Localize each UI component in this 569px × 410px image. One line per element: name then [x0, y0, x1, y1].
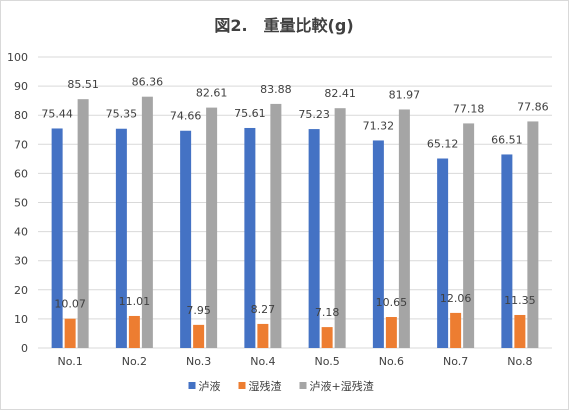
data-label: 10.07 — [54, 298, 86, 311]
bar — [450, 312, 462, 348]
bar — [334, 108, 346, 349]
bar — [398, 109, 410, 348]
data-label: 85.51 — [67, 78, 99, 91]
data-label: 74.66 — [170, 110, 202, 123]
data-label: 86.36 — [132, 76, 164, 89]
y-tick-label: 0 — [21, 342, 28, 355]
bar — [257, 323, 269, 348]
data-label: 77.18 — [453, 102, 485, 115]
y-tick-label: 60 — [14, 167, 28, 180]
y-tick-label: 70 — [14, 138, 28, 151]
bar — [206, 107, 218, 349]
data-label: 83.88 — [260, 83, 292, 96]
x-tick-label: No.4 — [250, 355, 275, 368]
bar — [77, 99, 89, 349]
y-tick-label: 10 — [14, 313, 28, 326]
bar — [64, 318, 76, 348]
data-label: 82.41 — [324, 87, 356, 100]
x-tick-label: No.6 — [379, 355, 404, 368]
data-label: 65.12 — [427, 138, 459, 151]
bar — [437, 158, 449, 348]
data-label: 75.61 — [234, 107, 266, 120]
data-label: 7.18 — [315, 306, 340, 319]
legend-label: 泸液 — [199, 379, 221, 393]
data-label: 75.35 — [106, 108, 138, 121]
data-label: 75.23 — [298, 108, 330, 121]
bar — [514, 314, 526, 348]
x-tick-label: No.3 — [186, 355, 211, 368]
x-axis-categories: No.1 No.2 No.3 No.4 No.5 No.6 No.7 No.8 — [57, 355, 532, 368]
x-tick-label: No.2 — [122, 355, 147, 368]
data-label: 7.95 — [186, 304, 211, 317]
data-label: 77.86 — [517, 100, 549, 113]
y-axis-ticks: 0 10 20 30 40 50 60 70 80 90 100 — [7, 51, 28, 355]
data-label: 10.65 — [376, 296, 408, 309]
data-label: 66.51 — [491, 133, 523, 146]
bar — [51, 128, 63, 348]
bar — [501, 154, 513, 348]
data-label: 75.44 — [41, 107, 73, 120]
x-tick-label: No.1 — [57, 355, 82, 368]
bar — [180, 130, 192, 348]
data-labels: 75.44 10.07 85.51 75.35 11.01 86.36 74.66 7.95 8… — [41, 76, 548, 319]
legend: 泸液 湿残渣 泸液+湿残渣 — [188, 379, 374, 393]
bar — [527, 121, 539, 348]
bar — [321, 327, 333, 348]
x-tick-label: No.5 — [314, 355, 339, 368]
bar — [128, 315, 140, 348]
data-label: 82.61 — [196, 87, 228, 100]
legend-swatch — [238, 382, 246, 389]
bar — [308, 129, 320, 348]
bar — [463, 123, 475, 349]
bars — [51, 96, 539, 349]
y-tick-label: 90 — [14, 80, 28, 93]
y-tick-label: 80 — [14, 109, 28, 122]
x-tick-label: No.8 — [507, 355, 532, 368]
data-label: 11.35 — [504, 294, 536, 307]
bar — [244, 127, 256, 348]
y-tick-label: 30 — [14, 255, 28, 268]
y-tick-label: 40 — [14, 226, 28, 239]
legend-swatch — [188, 382, 196, 389]
legend-label: 湿残渣 — [249, 379, 282, 393]
bar — [193, 324, 205, 348]
bar — [141, 96, 153, 348]
y-tick-label: 100 — [7, 51, 28, 64]
x-tick-label: No.7 — [443, 355, 468, 368]
legend-swatch — [299, 382, 307, 389]
bar — [372, 140, 384, 348]
data-label: 12.06 — [440, 292, 472, 305]
bar — [385, 317, 397, 348]
data-label: 81.97 — [389, 88, 421, 101]
data-label: 71.32 — [363, 119, 395, 132]
data-label: 8.27 — [251, 303, 276, 316]
gridlines — [38, 56, 552, 349]
chart-title: 図2. 重量比較(g) — [214, 16, 353, 35]
y-tick-label: 20 — [14, 284, 28, 297]
bar — [270, 103, 282, 348]
data-label: 11.01 — [119, 295, 151, 308]
bar — [115, 128, 127, 348]
legend-label: 泸液+湿残渣 — [310, 379, 374, 393]
y-tick-label: 50 — [14, 197, 28, 210]
